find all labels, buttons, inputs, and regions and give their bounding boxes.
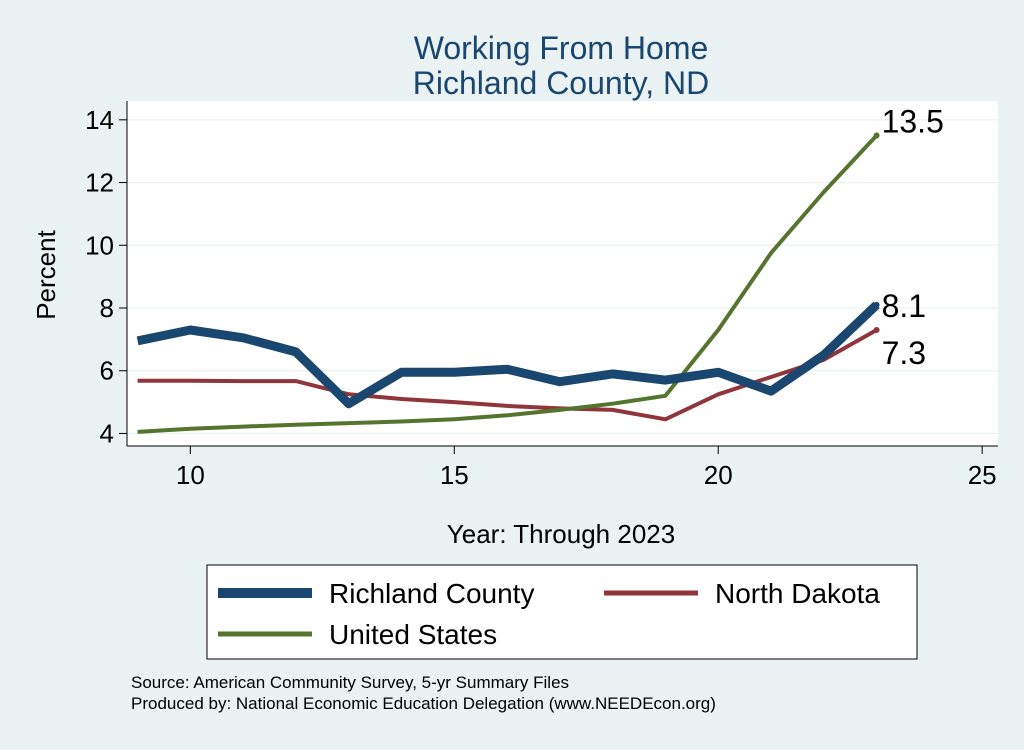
axes [126,101,998,447]
end-labels: 8.1 7.3 13.5 [882,104,944,371]
gridlines [127,119,998,435]
legend-label-richland-county: Richland County [329,578,534,609]
legend: Richland County North Dakota United States [206,564,918,660]
ticks: 4 6 8 10 12 14 10 15 20 25 [85,105,997,490]
x-tick-label: 25 [968,460,997,490]
x-axis-title: Year: Through 2023 [447,519,675,549]
y-axis-title: Percent [31,229,61,319]
chart-title: Working From Home [414,30,709,66]
end-point-marker [873,301,880,308]
end-label-north-dakota: 7.3 [882,335,926,371]
source-note: Source: American Community Survey, 5-yr … [131,673,569,692]
producer-note: Produced by: National Economic Education… [131,694,716,713]
x-tick-label: 20 [704,460,733,490]
y-tick-label: 12 [85,168,114,198]
y-tick-label: 14 [85,105,114,135]
series-lines [136,132,880,434]
y-tick-label: 10 [85,230,114,260]
legend-label-north-dakota: North Dakota [715,578,880,609]
y-tick-label: 4 [100,418,114,448]
y-tick-label: 8 [100,293,114,323]
chart-subtitle: Richland County, ND [413,65,709,101]
series-line-united-states [137,134,879,434]
legend-label-united-states: United States [329,619,497,650]
end-point-marker [873,132,880,139]
legend-box [206,564,918,660]
x-tick-label: 10 [176,460,205,490]
end-point-marker [873,326,880,333]
x-tick-label: 15 [440,460,469,490]
series-line-richland-county [136,301,880,409]
end-label-richland-county: 8.1 [882,288,926,324]
plot-area [127,101,998,446]
end-label-united-states: 13.5 [882,104,944,140]
y-tick-label: 6 [100,356,114,386]
